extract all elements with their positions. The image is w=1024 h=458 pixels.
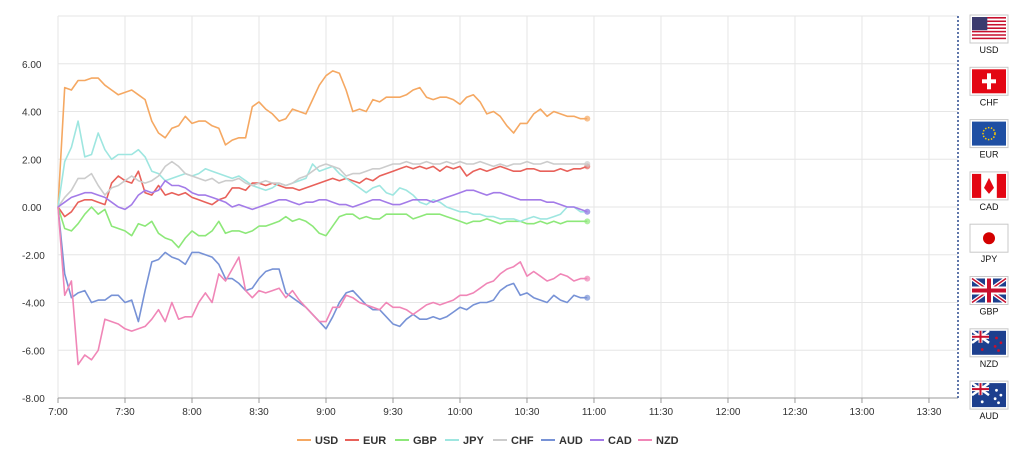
series-end-marker [584,218,591,225]
y-tick-label: -6.00 [22,346,45,357]
flag-gbp[interactable]: GBP [969,276,1009,317]
x-tick-label: 10:00 [447,407,472,418]
eu-flag-icon [972,121,1006,146]
legend-item-chf[interactable]: CHF [511,435,534,447]
x-tick-label: 12:30 [782,407,807,418]
series-end-marker [584,294,591,301]
ca-flag-icon [972,173,1006,198]
series-line-usd [57,70,588,208]
us-flag-icon [972,17,1006,41]
gb-flag-icon [970,276,1008,305]
flag-frame [969,276,1009,305]
flag-aud[interactable]: AUD [969,380,1009,421]
flag-cad[interactable]: CAD [969,171,1009,212]
x-tick-label: 9:00 [316,407,336,418]
flag-code-label: USD [979,45,999,55]
flag-nzd[interactable]: NZD [969,328,1009,369]
series-line-cad [57,179,588,213]
au-flag-icon [971,382,1006,408]
legend-item-gbp[interactable]: GBP [413,435,437,447]
flag-code-label: JPY [981,254,998,264]
series-line-nzd [57,206,588,366]
series-end-marker [584,275,591,282]
flag-chf[interactable]: CHF [969,66,1009,107]
x-tick-label: 12:00 [715,407,740,418]
series-line-aud [57,206,588,330]
series-line-jpy [57,120,588,223]
series-line-gbp [57,206,588,249]
flag-frame [969,119,1009,149]
y-tick-label: -8.00 [22,394,45,405]
flag-code-label: CHF [980,97,999,107]
y-tick-label: 2.00 [22,155,42,166]
legend-item-usd[interactable]: USD [315,435,338,447]
series-lines [57,70,591,366]
flag-frame [969,14,1009,44]
x-tick-label: 8:30 [249,407,269,418]
flag-frame [969,171,1009,201]
legend-item-nzd[interactable]: NZD [656,435,679,447]
x-tick-label: 11:30 [649,407,674,418]
y-tick-label: 0.00 [22,203,42,214]
flag-frame [969,223,1009,253]
series-end-marker [584,115,591,122]
series-line-chf [57,160,588,208]
legend-item-aud[interactable]: AUD [559,435,583,447]
x-tick-label: 11:00 [582,407,607,418]
flag-frame [969,328,1009,358]
y-tick-label: 6.00 [22,60,42,71]
x-tick-label: 13:30 [916,407,941,418]
flag-jpy[interactable]: JPY [969,223,1009,264]
series-end-marker [584,161,591,168]
x-tick-label: 9:30 [383,407,403,418]
x-tick-label: 13:00 [849,407,874,418]
flag-frame [969,380,1009,410]
legend-item-jpy[interactable]: JPY [463,435,484,447]
flag-code-label: NZD [980,359,999,369]
ch-flag-icon [972,69,1006,94]
flag-usd[interactable]: USD [969,14,1009,55]
flag-panel: USD CHF EUR CAD JPY GBP NZD AUD [969,14,1009,421]
flag-code-label: EUR [979,150,999,160]
legend-item-cad[interactable]: CAD [608,435,632,447]
y-axis: 6.00 4.00 2.00 0.00 -2.00 -4.00 -6.00 -8.00 [22,60,45,405]
flag-frame [969,66,1009,96]
series-line-eur [57,165,588,218]
legend-item-eur[interactable]: EUR [363,435,386,447]
x-tick-label: 7:30 [115,407,135,418]
grid-lines [57,16,958,399]
series-end-marker [584,208,591,215]
flag-code-label: GBP [979,307,998,317]
x-axis: 7:00 7:30 8:00 8:30 9:00 9:30 10:00 10:30 11:00 1… [48,398,942,418]
nz-flag-icon [971,329,1006,355]
y-tick-label: 4.00 [22,108,42,119]
x-tick-label: 7:00 [48,407,68,418]
flag-code-label: CAD [979,202,999,212]
x-tick-label: 8:00 [182,407,202,418]
flag-code-label: AUD [979,411,999,421]
flag-eur[interactable]: EUR [969,119,1009,160]
y-tick-label: -4.00 [22,299,45,310]
y-tick-label: -2.00 [22,251,45,262]
legend: USD EUR GBP JPY CHF AUD CAD NZD [297,435,679,447]
x-tick-label: 10:30 [514,407,539,418]
jp-flag-icon [972,226,1006,251]
